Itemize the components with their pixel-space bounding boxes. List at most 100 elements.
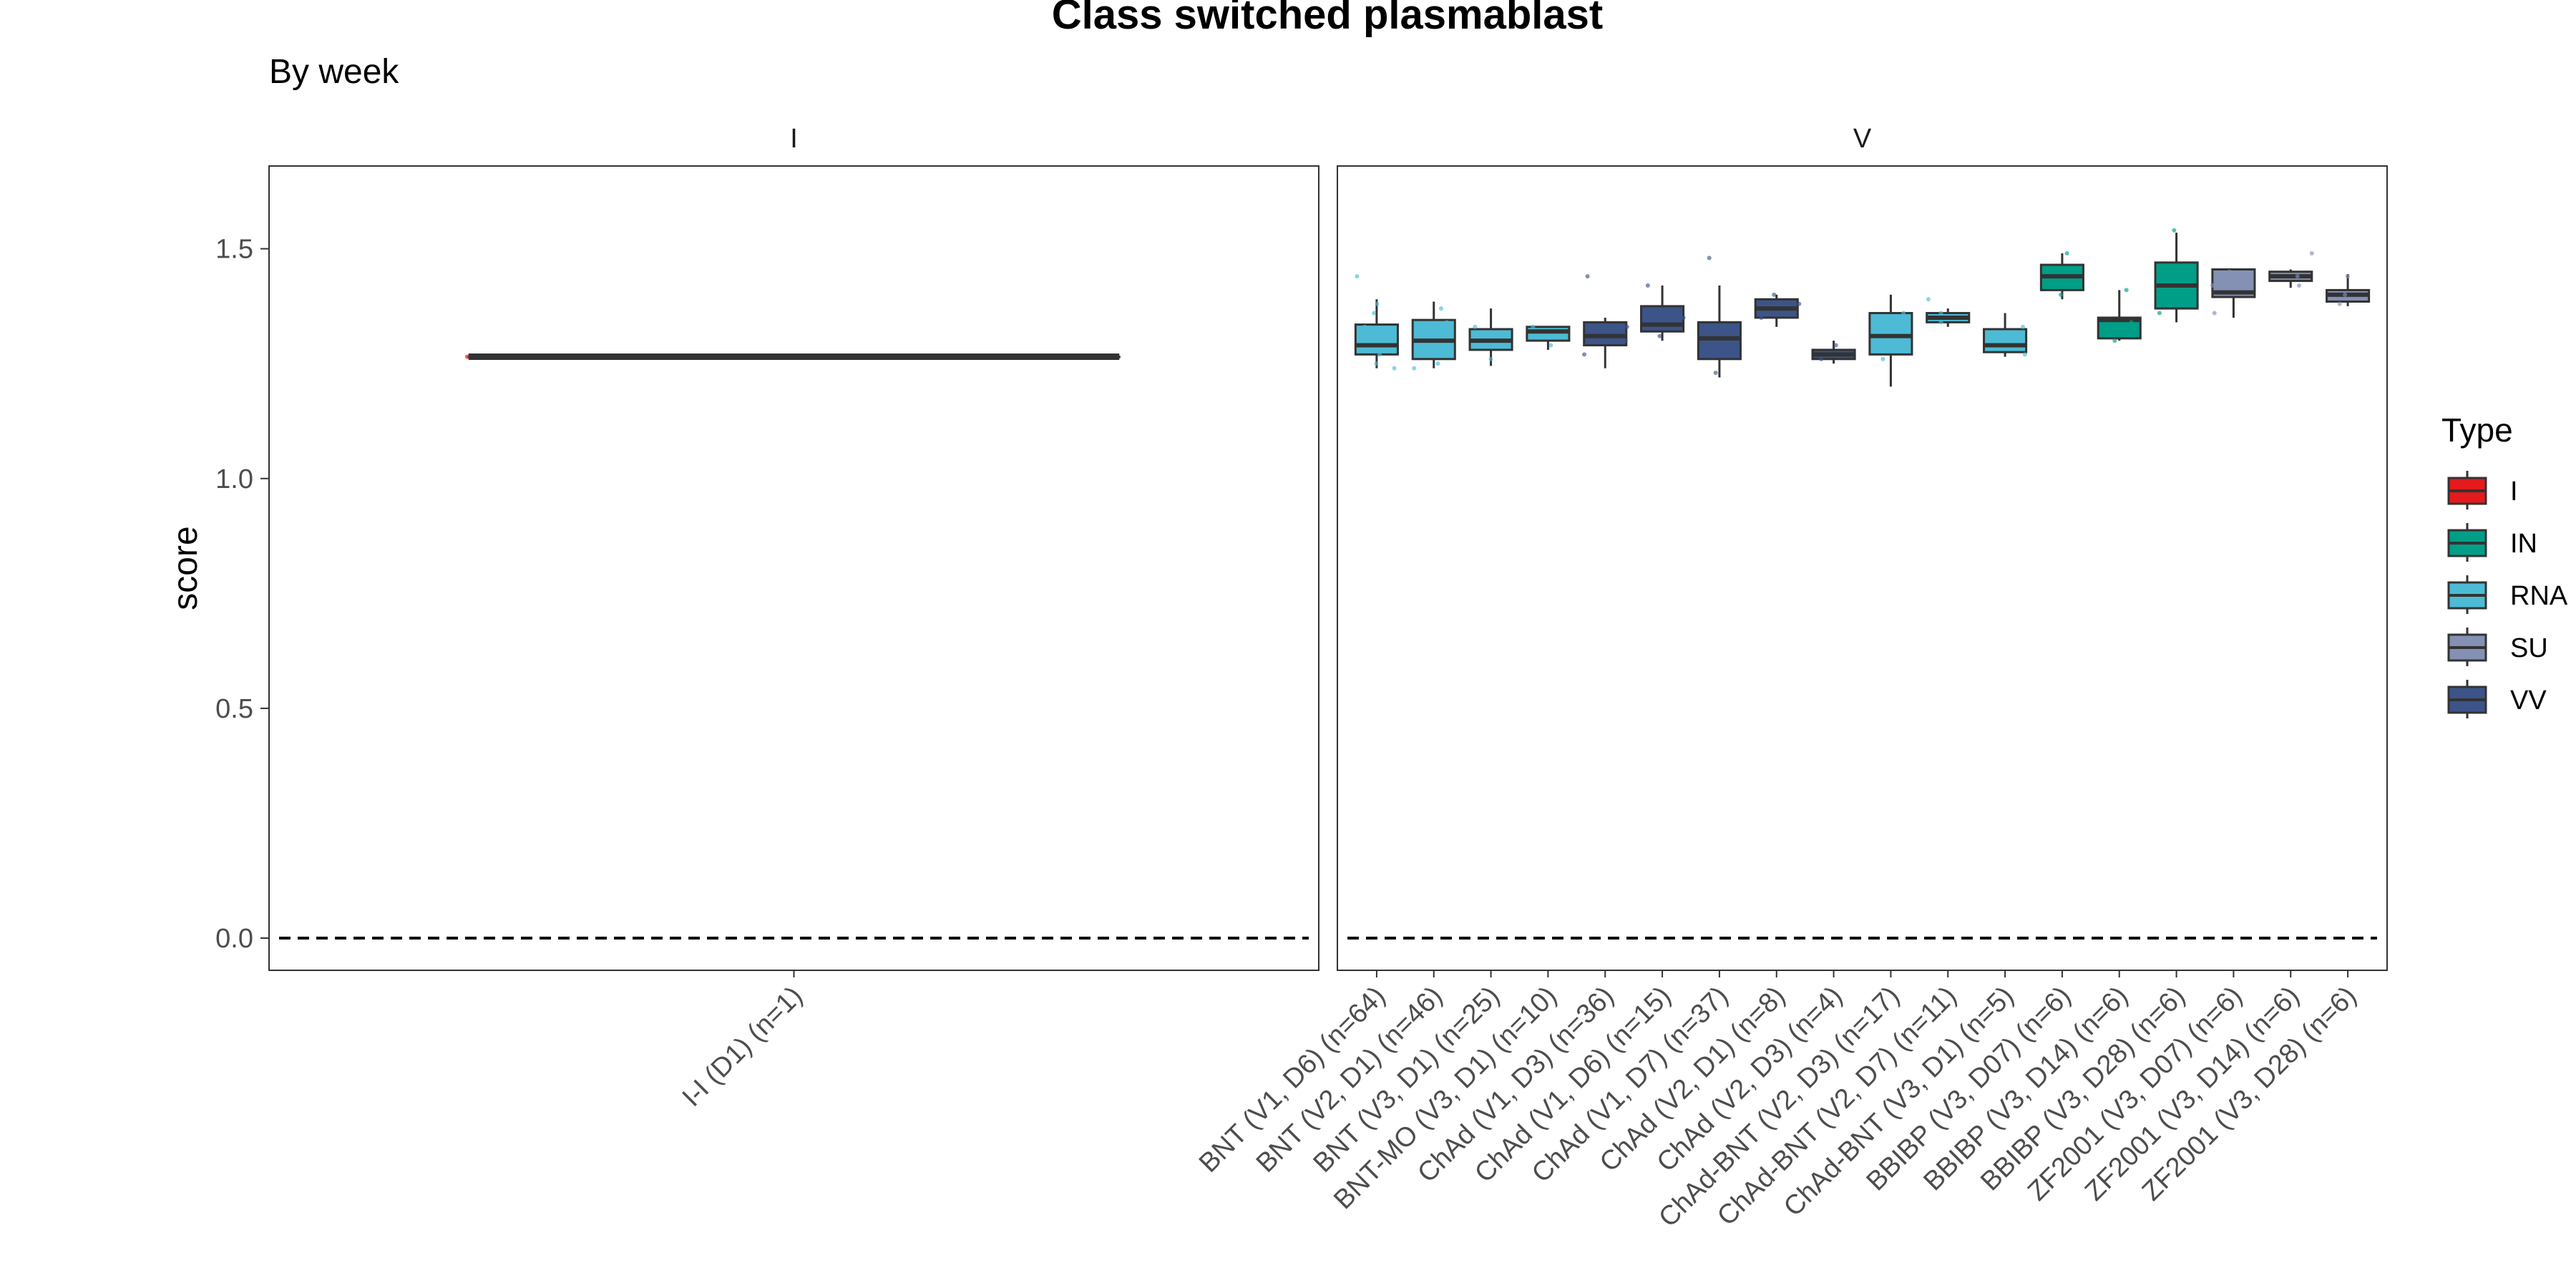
data-point xyxy=(1355,274,1360,279)
y-tick-label: 1.0 xyxy=(215,464,253,494)
data-point xyxy=(1412,366,1417,371)
y-tick-label: 0.5 xyxy=(215,694,253,724)
facet-strip-label: V xyxy=(1853,124,1872,154)
legend-entry-rna: RNA xyxy=(2447,575,2568,614)
data-point xyxy=(1991,338,1996,343)
data-point xyxy=(1435,361,1440,366)
box-body xyxy=(1640,305,1685,333)
x-tick-label: I-I (D1) (n=1) xyxy=(677,981,809,1113)
data-point xyxy=(1473,324,1478,329)
y-axis: 0.0 0.5 1.0 1.5 xyxy=(215,235,269,954)
legend-label: VV xyxy=(2510,686,2547,716)
data-point xyxy=(2210,283,2215,288)
chart-title: Class switched plasmablast xyxy=(1052,0,1603,38)
data-point xyxy=(2112,338,2117,343)
data-point xyxy=(2021,324,2026,329)
data-point xyxy=(2047,269,2052,274)
data-point xyxy=(1725,324,1730,329)
data-point xyxy=(1901,311,1906,316)
data-point xyxy=(1797,301,1802,306)
data-point xyxy=(1624,324,1629,329)
facet-panel-i: I I-I (D1) (n=1) xyxy=(268,124,1319,1113)
data-point xyxy=(1374,361,1379,366)
data-point xyxy=(1623,338,1628,343)
legend-label: SU xyxy=(2510,633,2548,663)
chart-subtitle: By week xyxy=(269,53,399,91)
data-point xyxy=(2161,278,2166,283)
data-point xyxy=(1582,352,1587,357)
data-point xyxy=(1545,333,1550,338)
data-point xyxy=(1356,338,1361,343)
data-point xyxy=(2059,292,2064,297)
data-point xyxy=(1375,301,1380,306)
data-point xyxy=(1496,333,1501,338)
data-point xyxy=(1833,343,1838,348)
data-point xyxy=(2343,292,2348,297)
box-body xyxy=(1354,323,1399,356)
panel-border xyxy=(268,165,1319,971)
data-point xyxy=(1421,333,1426,338)
data-point xyxy=(1645,283,1650,288)
box-body xyxy=(1868,312,1913,356)
data-point xyxy=(1938,311,1943,316)
legend-label: IN xyxy=(2510,529,2537,559)
panel-border xyxy=(1337,165,2388,971)
data-point xyxy=(2227,269,2232,274)
data-point xyxy=(1531,324,1536,329)
box-body xyxy=(1983,328,2028,353)
data-point xyxy=(2337,301,2342,306)
data-point xyxy=(1938,320,1943,325)
data-point xyxy=(2212,311,2217,316)
data-point xyxy=(1445,320,1450,325)
data-point xyxy=(1377,352,1382,357)
data-point xyxy=(1372,311,1377,316)
legend-entry-su: SU xyxy=(2447,628,2548,666)
data-point xyxy=(1880,356,1885,361)
data-point xyxy=(1707,255,1712,260)
data-point xyxy=(1585,274,1590,279)
data-point xyxy=(464,354,469,359)
box-body xyxy=(1583,321,1628,346)
data-point xyxy=(2295,274,2300,279)
legend-title: Type xyxy=(2441,411,2513,449)
data-point xyxy=(1476,343,1481,348)
data-point xyxy=(2297,283,2302,288)
legend-label: I xyxy=(2510,477,2518,507)
legend: Type I IN RNA SU VV xyxy=(2441,411,2568,718)
legend-entry-in: IN xyxy=(2447,523,2537,562)
data-point xyxy=(2129,320,2134,325)
data-point xyxy=(2124,288,2129,293)
data-point xyxy=(2172,228,2177,233)
data-point xyxy=(1362,324,1367,329)
data-point xyxy=(1759,315,1764,320)
data-point xyxy=(1872,329,1877,334)
data-point xyxy=(1488,356,1493,361)
data-point xyxy=(1427,347,1432,352)
data-point xyxy=(1719,343,1724,348)
data-point xyxy=(1926,297,1931,302)
data-point xyxy=(1713,371,1718,376)
data-point xyxy=(1772,292,1777,297)
data-point xyxy=(1681,315,1686,320)
data-point xyxy=(2022,352,2027,357)
y-axis-title: score xyxy=(167,526,205,610)
legend-entry-i: I xyxy=(2447,471,2518,509)
legend-label: RNA xyxy=(2510,581,2568,611)
data-point xyxy=(1548,343,1553,348)
data-point xyxy=(2157,311,2162,316)
data-point xyxy=(1392,366,1397,371)
data-point xyxy=(2309,251,2314,256)
facet-strip-label: I xyxy=(790,124,798,154)
data-point xyxy=(1657,333,1662,338)
data-point xyxy=(1438,306,1443,311)
box-body xyxy=(1697,321,1742,361)
y-tick-label: 0.0 xyxy=(215,924,253,954)
data-point xyxy=(2064,251,2069,256)
legend-entry-vv: VV xyxy=(2447,680,2547,718)
box-group: I-I (D1) (n=1) xyxy=(464,353,1121,1113)
data-point xyxy=(2345,274,2350,279)
y-tick-label: 1.5 xyxy=(215,235,253,265)
